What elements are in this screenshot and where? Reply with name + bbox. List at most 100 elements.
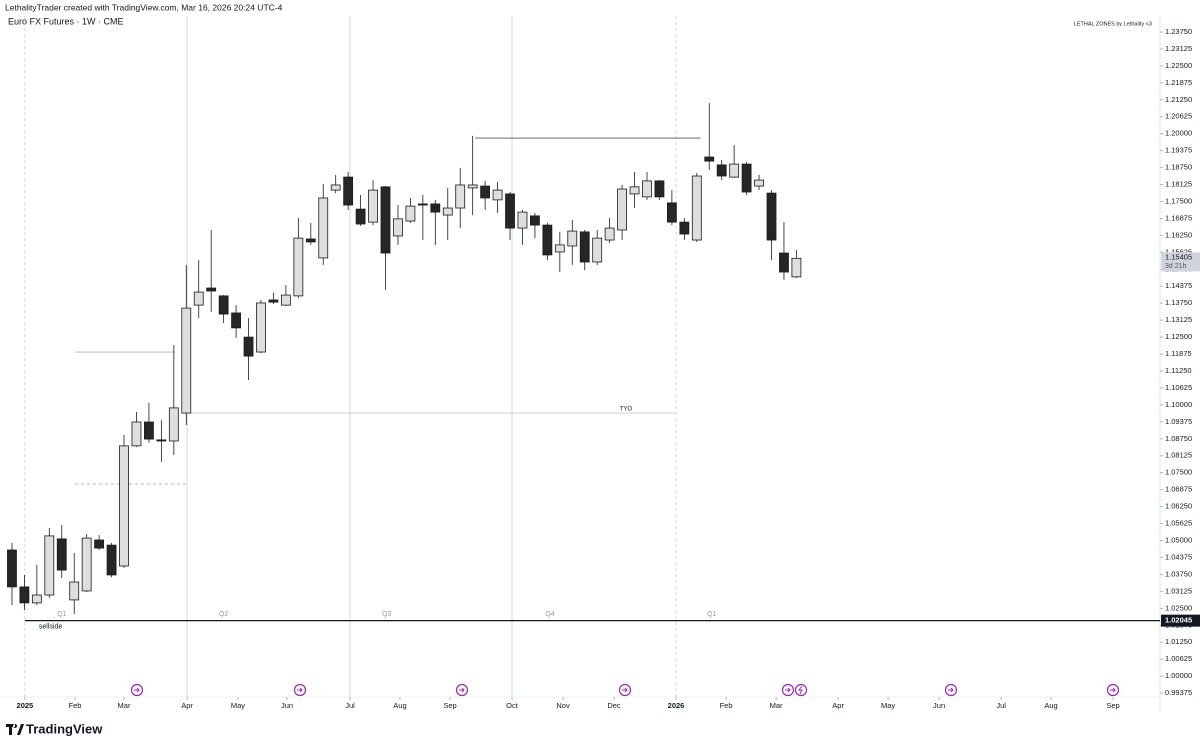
x-tick-label: Feb xyxy=(720,701,733,710)
candle-body xyxy=(268,299,279,303)
candle-body xyxy=(231,312,241,329)
candle-body xyxy=(355,208,366,225)
candle-body xyxy=(629,186,640,195)
y-tick-label: 1.10625 xyxy=(1165,383,1192,392)
chart-title: Euro FX Futures · 1W · CME xyxy=(8,16,124,26)
y-tick-label: 1.16250 xyxy=(1165,230,1192,239)
y-tick-label: 1.11250 xyxy=(1165,366,1192,375)
candle-body xyxy=(168,407,179,442)
candle-body xyxy=(256,302,266,353)
candle-body xyxy=(791,257,802,278)
event-icon-bolt xyxy=(798,685,803,695)
candle-body xyxy=(19,586,30,604)
y-tick-label: 1.19375 xyxy=(1165,146,1192,155)
x-tick-label: Apr xyxy=(832,701,844,710)
candle-body xyxy=(181,307,192,414)
candle-body xyxy=(741,163,752,193)
last-price-box xyxy=(1161,252,1200,272)
candle-body xyxy=(405,205,416,222)
candle-body xyxy=(7,549,17,588)
candle-body xyxy=(330,184,341,191)
x-tick-label: Mar xyxy=(770,701,783,710)
y-tick-label: 1.05000 xyxy=(1165,535,1192,544)
candle-body xyxy=(69,581,80,601)
y-tick-label: 0.99375 xyxy=(1165,688,1192,697)
credit: LethalityTrader created with TradingView… xyxy=(5,2,283,12)
event-icon-arrow xyxy=(134,687,140,693)
y-tick-label: 1.03125 xyxy=(1165,586,1192,595)
logo-mark xyxy=(6,724,24,735)
candle-body xyxy=(56,538,67,571)
candle-body xyxy=(218,295,229,315)
candle-body xyxy=(530,215,540,226)
candle-body xyxy=(44,535,55,596)
candle-body xyxy=(417,203,428,206)
quarter-label: Q1 xyxy=(57,611,66,618)
quarter-label: Q1 xyxy=(707,611,716,618)
y-tick-label: 1.08125 xyxy=(1165,451,1192,460)
candle-body xyxy=(554,244,565,253)
candle-body xyxy=(368,189,378,223)
candle-body xyxy=(467,184,478,189)
y-tick-label: 1.21875 xyxy=(1165,78,1192,87)
event-icon-arrow xyxy=(622,687,628,693)
event-icon-arrow xyxy=(297,687,303,693)
candle-body xyxy=(156,439,167,442)
x-tick-label: Mar xyxy=(118,701,131,710)
candle-body xyxy=(604,227,615,241)
candle-body xyxy=(779,252,789,273)
y-tick-label: 1.01250 xyxy=(1165,637,1192,646)
candle-body xyxy=(517,211,528,229)
candle-body xyxy=(679,221,690,235)
candle-body xyxy=(380,186,391,254)
candle-body xyxy=(567,230,578,247)
candle-body xyxy=(430,203,441,213)
candle-body xyxy=(206,287,217,292)
y-tick-label: 1.07500 xyxy=(1165,468,1192,477)
candle-body xyxy=(280,294,291,306)
candle-body xyxy=(716,164,727,177)
candle-body xyxy=(393,218,403,237)
x-tick-label: Aug xyxy=(393,701,406,710)
candle-body xyxy=(293,237,304,297)
y-tick-label: 1.00625 xyxy=(1165,654,1192,663)
y-tick-label: 1.20000 xyxy=(1165,129,1192,138)
logo: TradingView xyxy=(6,721,103,736)
x-tick-label: Nov xyxy=(556,701,570,710)
y-tick-label: 1.18125 xyxy=(1165,180,1192,189)
event-icon-arrow xyxy=(785,687,791,693)
x-tick-label: Oct xyxy=(506,701,519,710)
candle-body xyxy=(94,539,105,549)
event-icon-arrow xyxy=(948,687,954,693)
candle-body xyxy=(81,537,92,592)
level-price: 1.02045 xyxy=(1165,616,1192,625)
y-tick-label: 1.04375 xyxy=(1165,552,1192,561)
y-tick-label: 1.02500 xyxy=(1165,603,1192,612)
y-tick-label: 1.21250 xyxy=(1165,95,1192,104)
y-tick-label: 1.20625 xyxy=(1165,112,1192,121)
y-tick-label: 1.16875 xyxy=(1165,213,1192,222)
candle-body xyxy=(704,156,715,162)
candle-body xyxy=(243,336,254,357)
candle-body xyxy=(691,175,702,241)
candle-body xyxy=(542,224,553,256)
y-tick-label: 1.15625 xyxy=(1165,247,1192,256)
candle-body xyxy=(592,237,603,263)
x-tick-label: Jul xyxy=(345,701,355,710)
y-tick-label: 1.13125 xyxy=(1165,315,1192,324)
y-tick-label: 1.17500 xyxy=(1165,196,1192,205)
quarter-label: Q3 xyxy=(382,611,391,618)
event-icons xyxy=(130,683,1120,697)
candle-body xyxy=(505,193,515,229)
indicator-name: LETHAL ZONES by Lethality <3 xyxy=(1074,21,1152,27)
candle-body xyxy=(131,421,142,447)
candle-body xyxy=(318,197,329,259)
candle-body xyxy=(193,291,204,306)
y-tick-label: 1.08750 xyxy=(1165,434,1192,443)
candle-body xyxy=(480,185,491,199)
quarter-label: Q2 xyxy=(219,611,228,618)
x-tick-label: May xyxy=(231,701,245,710)
candle-body xyxy=(666,202,677,223)
